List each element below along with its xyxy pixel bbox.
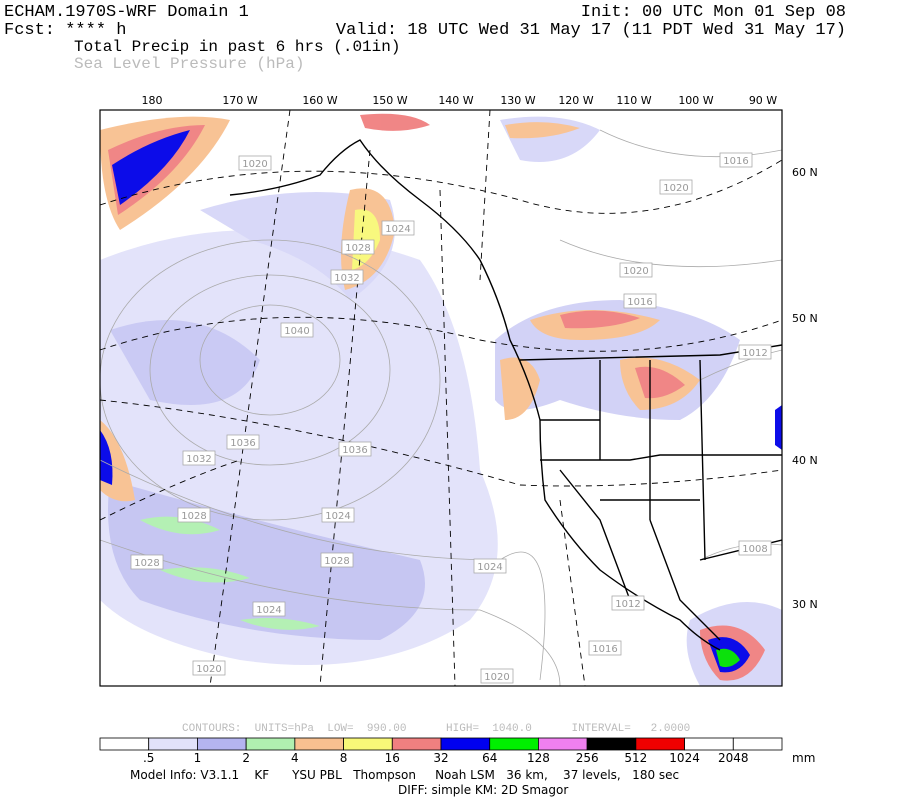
isobar-label: 1036 [342, 445, 367, 456]
isobar-label: 1020 [663, 183, 688, 194]
model-title: ECHAM.1970S-WRF Domain 1 [4, 3, 249, 22]
colorbar-box [245, 737, 296, 751]
colorbar-label: 128 [527, 751, 550, 765]
colorbar-box [635, 737, 685, 751]
longitude-label: 120 W [558, 94, 593, 107]
map: 1040 1036 1036 1032 1028 1024 1020 1020 … [99, 94, 818, 687]
init-time: Init: 00 UTC Mon 01 Sep 08 [581, 3, 846, 22]
colorbar-box [148, 737, 198, 751]
colorbar-box [197, 737, 247, 751]
isobar-label: 1032 [334, 273, 359, 284]
isobar-label: 1020 [623, 266, 648, 277]
colorbar-label: 512 [624, 751, 647, 765]
longitude-label: 160 W [302, 94, 337, 107]
isobar-label: 1012 [742, 348, 767, 359]
colorbar-label: 4 [291, 751, 299, 765]
latitude-labels: 60 N 50 N 40 N 30 N [792, 166, 818, 611]
longitude-label: 140 W [438, 94, 473, 107]
colorbar-box [586, 737, 637, 751]
colorbar-box [732, 737, 783, 751]
colorbar-label: 8 [340, 751, 348, 765]
colorbar-unit: mm [792, 751, 815, 765]
colorbar-box [343, 737, 393, 751]
longitude-label: 100 W [678, 94, 713, 107]
isobar-label: 1032 [186, 454, 211, 465]
colorbar-label: .5 [143, 751, 154, 765]
longitude-label: 110 W [616, 94, 651, 107]
colorbar: .5 1 2 4 8 16 32 64 128 256 512 1024 2048 [99, 737, 783, 765]
colorbar-box [391, 737, 442, 751]
colorbar-box [684, 737, 734, 751]
isobar-label: 1028 [181, 511, 206, 522]
isobar-label: 1024 [385, 224, 410, 235]
longitude-label: 170 W [222, 94, 257, 107]
latitude-label: 30 N [792, 598, 818, 611]
contour-field: Sea Level Pressure (hPa) [74, 55, 304, 73]
colorbar-box [538, 737, 588, 751]
latitude-label: 60 N [792, 166, 818, 179]
isobar-label: 1020 [196, 664, 221, 675]
isobar-label: 1016 [592, 644, 617, 655]
isobar-label: 1024 [477, 562, 502, 573]
isobar-label: 1020 [484, 672, 509, 683]
isobars [100, 129, 782, 686]
forecast-hour: Fcst: **** h [4, 21, 126, 40]
isobar-label: 1024 [325, 511, 350, 522]
colorbar-label: 16 [385, 751, 400, 765]
isobar-label: 1020 [242, 159, 267, 170]
contour-info: CONTOURS: UNITS=hPa LOW= 990.00 HIGH= 10… [182, 723, 690, 735]
isobar-label: 1016 [627, 297, 652, 308]
precip-shading [100, 113, 782, 686]
isobar-label: 1016 [723, 156, 748, 167]
map-frame [99, 109, 783, 687]
colorbar-label: 2 [242, 751, 250, 765]
latitude-label: 40 N [792, 454, 818, 467]
isobar-label: 1012 [615, 599, 640, 610]
isobar-label: 1040 [284, 326, 309, 337]
latitude-label: 50 N [792, 312, 818, 325]
isobar-label: 1028 [324, 556, 349, 567]
isobar-labels: 1040 1036 1036 1032 1028 1024 1020 1020 … [130, 152, 772, 684]
colorbar-label: 64 [482, 751, 497, 765]
longitude-labels: 180 170 W 160 W 150 W 140 W 130 W 120 W 110 W 10… [142, 94, 778, 107]
isobar-label: 1028 [134, 558, 159, 569]
valid-time: Valid: 18 UTC Wed 31 May 17 (11 PDT Wed … [336, 21, 846, 40]
isobar-label: 1028 [345, 243, 370, 254]
colorbar-box [99, 737, 150, 751]
diff-info: DIFF: simple KM: 2D Smagor [398, 783, 568, 797]
isobar-label: 1024 [256, 605, 281, 616]
graticule [100, 110, 782, 686]
colorbar-box [440, 737, 491, 751]
colorbar-box [294, 737, 344, 751]
longitude-label: 180 [142, 94, 163, 107]
shaded-field: Total Precip in past 6 hrs (.01in) [74, 38, 400, 56]
colorbar-label: 1 [194, 751, 202, 765]
colorbar-label: 256 [576, 751, 599, 765]
colorbar-label: 1024 [669, 751, 700, 765]
model-info: Model Info: V3.1.1 KF YSU PBL Thompson N… [130, 768, 679, 782]
colorbar-box [489, 737, 539, 751]
colorbar-label: 32 [433, 751, 448, 765]
isobar-label: 1036 [230, 438, 255, 449]
isobar-label: 1008 [742, 544, 767, 555]
colorbar-label: 2048 [718, 751, 749, 765]
longitude-label: 150 W [372, 94, 407, 107]
longitude-label: 130 W [500, 94, 535, 107]
longitude-label: 90 W [749, 94, 777, 107]
